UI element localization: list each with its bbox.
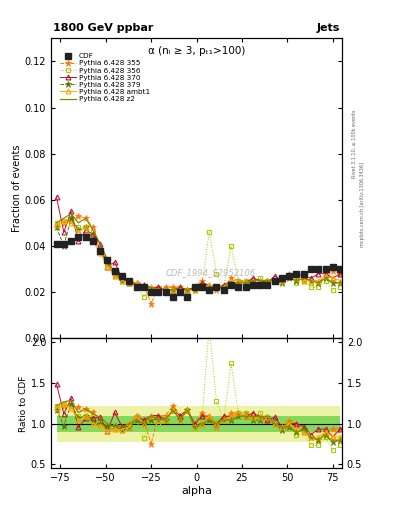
Text: 1800 GeV ppbar: 1800 GeV ppbar: [53, 23, 153, 33]
Legend: CDF, Pythia 6.428 355, Pythia 6.428 356, Pythia 6.428 370, Pythia 6.428 379, Pyt: CDF, Pythia 6.428 355, Pythia 6.428 356,…: [58, 51, 152, 104]
Y-axis label: Fraction of events: Fraction of events: [12, 144, 22, 232]
Text: Jets: Jets: [317, 23, 340, 33]
Text: mcplots.cern.ch [arXiv:1306.3436]: mcplots.cern.ch [arXiv:1306.3436]: [360, 162, 365, 247]
Text: α (nₗ ≥ 3, pₜ₁>100): α (nₗ ≥ 3, pₜ₁>100): [148, 46, 245, 56]
X-axis label: alpha: alpha: [181, 486, 212, 496]
Text: CDF_1994_S2952106: CDF_1994_S2952106: [166, 268, 256, 276]
Y-axis label: Ratio to CDF: Ratio to CDF: [19, 375, 28, 432]
Text: Rivet 3.1.10, ≥ 100k events: Rivet 3.1.10, ≥ 100k events: [352, 109, 357, 178]
